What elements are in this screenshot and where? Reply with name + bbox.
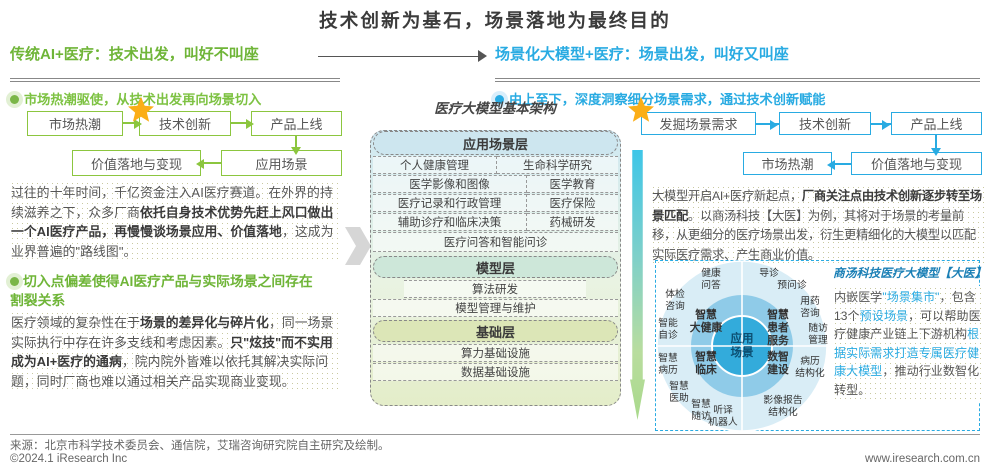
svg-text:智能: 智能 bbox=[658, 316, 678, 329]
svg-text:病历: 病历 bbox=[658, 363, 678, 376]
svg-text:应用: 应用 bbox=[731, 331, 754, 345]
svg-text:智慧: 智慧 bbox=[695, 307, 717, 321]
svg-text:管理: 管理 bbox=[808, 333, 828, 346]
svg-text:智慧: 智慧 bbox=[695, 349, 717, 363]
svg-text:病历: 病历 bbox=[800, 354, 820, 367]
svg-text:大健康: 大健康 bbox=[690, 320, 723, 334]
svg-text:结构化: 结构化 bbox=[768, 405, 798, 418]
svg-text:结构化: 结构化 bbox=[795, 366, 825, 379]
svg-text:数智: 数智 bbox=[767, 349, 789, 363]
svg-text:智慧: 智慧 bbox=[658, 351, 678, 364]
svg-text:患者: 患者 bbox=[767, 320, 789, 334]
svg-text:随访: 随访 bbox=[808, 321, 828, 334]
svg-text:健康: 健康 bbox=[701, 266, 721, 279]
svg-text:机器人: 机器人 bbox=[708, 415, 738, 428]
svg-text:咨询: 咨询 bbox=[800, 306, 820, 319]
svg-text:听译: 听译 bbox=[713, 404, 733, 416]
svg-text:服务: 服务 bbox=[767, 333, 789, 347]
svg-text:预问诊: 预问诊 bbox=[777, 278, 807, 291]
svg-text:场景: 场景 bbox=[731, 345, 754, 359]
svg-text:导诊: 导诊 bbox=[759, 266, 779, 279]
svg-text:用药: 用药 bbox=[800, 295, 820, 307]
svg-text:临床: 临床 bbox=[695, 362, 717, 376]
svg-text:自诊: 自诊 bbox=[658, 328, 678, 341]
svg-text:建设: 建设 bbox=[766, 362, 789, 376]
svg-text:问答: 问答 bbox=[701, 278, 721, 291]
svg-text:体检: 体检 bbox=[665, 287, 685, 300]
svg-text:影像报告: 影像报告 bbox=[763, 393, 802, 406]
svg-text:智慧: 智慧 bbox=[691, 397, 711, 410]
svg-text:医助: 医助 bbox=[669, 391, 689, 404]
svg-text:智慧: 智慧 bbox=[669, 379, 689, 392]
svg-text:智慧: 智慧 bbox=[767, 307, 789, 321]
svg-text:咨询: 咨询 bbox=[665, 299, 685, 312]
